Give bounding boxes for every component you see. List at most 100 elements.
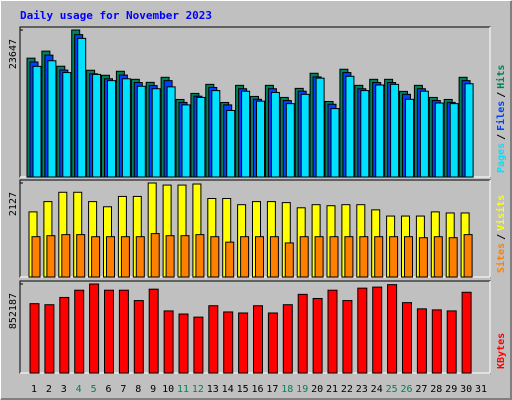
- x-tick-label: 12: [192, 384, 204, 395]
- bar: [418, 237, 428, 278]
- bar: [136, 85, 146, 178]
- bar: [210, 236, 220, 278]
- bar: [74, 289, 85, 374]
- bar: [446, 310, 457, 374]
- y-tick-label: 23647: [8, 39, 19, 69]
- x-tick-label: 28: [430, 384, 442, 395]
- bar: [300, 93, 310, 178]
- bar: [342, 300, 353, 374]
- bar: [121, 78, 131, 178]
- x-tick-label: 19: [296, 384, 308, 395]
- bar: [345, 75, 355, 178]
- bar: [449, 103, 459, 178]
- bar: [223, 311, 234, 374]
- bar: [419, 90, 429, 178]
- y-tick-label: 852187: [8, 293, 19, 329]
- bar: [464, 83, 474, 178]
- bar: [299, 236, 309, 278]
- bar: [151, 88, 161, 178]
- x-tick-label: 6: [105, 384, 111, 395]
- bar: [166, 86, 176, 178]
- bar: [163, 310, 174, 374]
- bar: [463, 234, 473, 278]
- bar: [327, 289, 338, 374]
- x-tick-label: 4: [76, 384, 82, 395]
- bar: [178, 313, 189, 374]
- bar: [315, 77, 325, 178]
- bar: [32, 65, 42, 178]
- bar: [240, 236, 250, 278]
- bar: [253, 305, 263, 374]
- bar: [62, 72, 72, 178]
- bar: [390, 83, 400, 178]
- legend-entry: Sites: [495, 243, 507, 273]
- y-tick-label: 2127: [8, 192, 19, 216]
- bar: [104, 289, 114, 374]
- bar: [92, 73, 102, 178]
- bar: [148, 288, 159, 374]
- x-tick-label: 22: [341, 384, 353, 395]
- legend-entry: Files: [495, 101, 507, 131]
- bar: [91, 236, 101, 278]
- legend-separator: /: [496, 134, 507, 140]
- x-tick-label: 3: [61, 384, 67, 395]
- bar: [416, 308, 427, 374]
- bar: [270, 91, 280, 178]
- bar: [256, 100, 265, 178]
- bar: [118, 289, 129, 374]
- bar: [135, 236, 145, 278]
- bar: [77, 37, 87, 178]
- x-tick-label: 31: [475, 384, 487, 395]
- x-tick-label: 18: [281, 384, 293, 395]
- x-tick-label: 27: [415, 384, 427, 395]
- x-tick-label: 15: [237, 384, 249, 395]
- bar: [196, 96, 206, 178]
- bar: [61, 234, 71, 278]
- bar: [285, 103, 295, 178]
- x-tick-label: 30: [460, 384, 472, 395]
- bar: [106, 236, 115, 278]
- x-tick-label: 8: [135, 384, 141, 395]
- bar: [31, 236, 41, 278]
- bar: [29, 303, 40, 374]
- bar: [150, 233, 160, 278]
- x-tick-label: 21: [326, 384, 338, 395]
- bar: [431, 309, 442, 374]
- bar: [238, 312, 249, 374]
- bar: [360, 90, 370, 178]
- chart-title: Daily usage for November 2023: [20, 9, 212, 22]
- legend-entry: Hits: [495, 65, 507, 89]
- bar: [241, 90, 251, 178]
- bar: [180, 235, 190, 278]
- x-tick-label: 20: [311, 384, 323, 395]
- legend: Pages / Files / Hits: [495, 65, 507, 173]
- bar: [133, 300, 144, 374]
- bar: [181, 104, 191, 178]
- bar: [46, 235, 56, 278]
- bar: [284, 242, 294, 278]
- x-tick-label: 13: [207, 384, 219, 395]
- bar: [329, 236, 339, 278]
- x-tick-label: 9: [150, 384, 156, 395]
- legend-separator: /: [496, 234, 507, 240]
- x-tick-label: 2: [46, 384, 52, 395]
- bar: [107, 80, 116, 178]
- x-tick-label: 29: [445, 384, 457, 395]
- bar: [404, 236, 413, 278]
- bar: [387, 284, 398, 374]
- bar: [374, 236, 384, 278]
- bar: [282, 304, 293, 374]
- bar: [76, 234, 86, 278]
- x-tick-label: 17: [266, 384, 278, 395]
- bar: [402, 302, 412, 374]
- bar: [372, 286, 383, 374]
- legend: KBytes: [496, 333, 507, 369]
- bar: [255, 236, 264, 278]
- legend: Sites / Visits: [495, 195, 507, 273]
- x-tick-label: 23: [356, 384, 368, 395]
- bar: [297, 293, 308, 374]
- x-tick-label: 7: [120, 384, 126, 395]
- bar: [434, 102, 444, 178]
- bar: [312, 297, 323, 374]
